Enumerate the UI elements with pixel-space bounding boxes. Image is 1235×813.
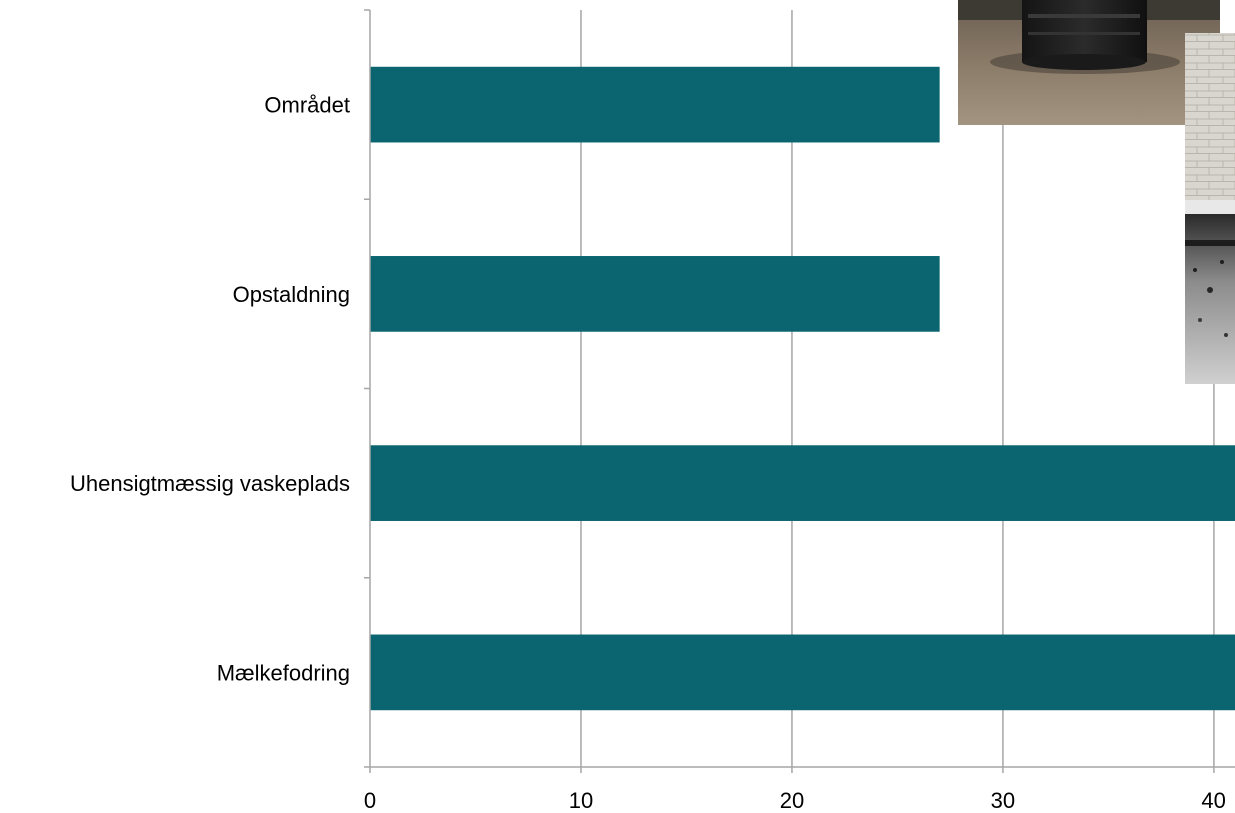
stable-wall-photo <box>1185 33 1235 384</box>
category-label: Området <box>264 93 350 118</box>
bar <box>370 66 940 143</box>
bar <box>370 445 1235 521</box>
category-label: Mælkefodring <box>217 660 350 685</box>
category-label: Opstaldning <box>233 282 350 307</box>
tank-photo <box>958 0 1220 125</box>
x-tick-label: 10 <box>569 788 593 813</box>
x-tick-label: 40 <box>1201 788 1225 813</box>
axes <box>364 9 1235 773</box>
x-tick-label: 20 <box>780 788 804 813</box>
bar <box>370 256 940 332</box>
tick-labels: 0 10 20 30 40 <box>364 788 1226 813</box>
category-label: Uhensigtmæssig vaskeplads <box>70 471 350 496</box>
x-tick-label: 0 <box>364 788 376 813</box>
category-labels: Området Opstaldning Uhensigtmæssig vaskepl… <box>70 93 350 686</box>
bar <box>370 634 1235 711</box>
bars <box>370 66 1235 711</box>
x-tick-label: 30 <box>991 788 1015 813</box>
